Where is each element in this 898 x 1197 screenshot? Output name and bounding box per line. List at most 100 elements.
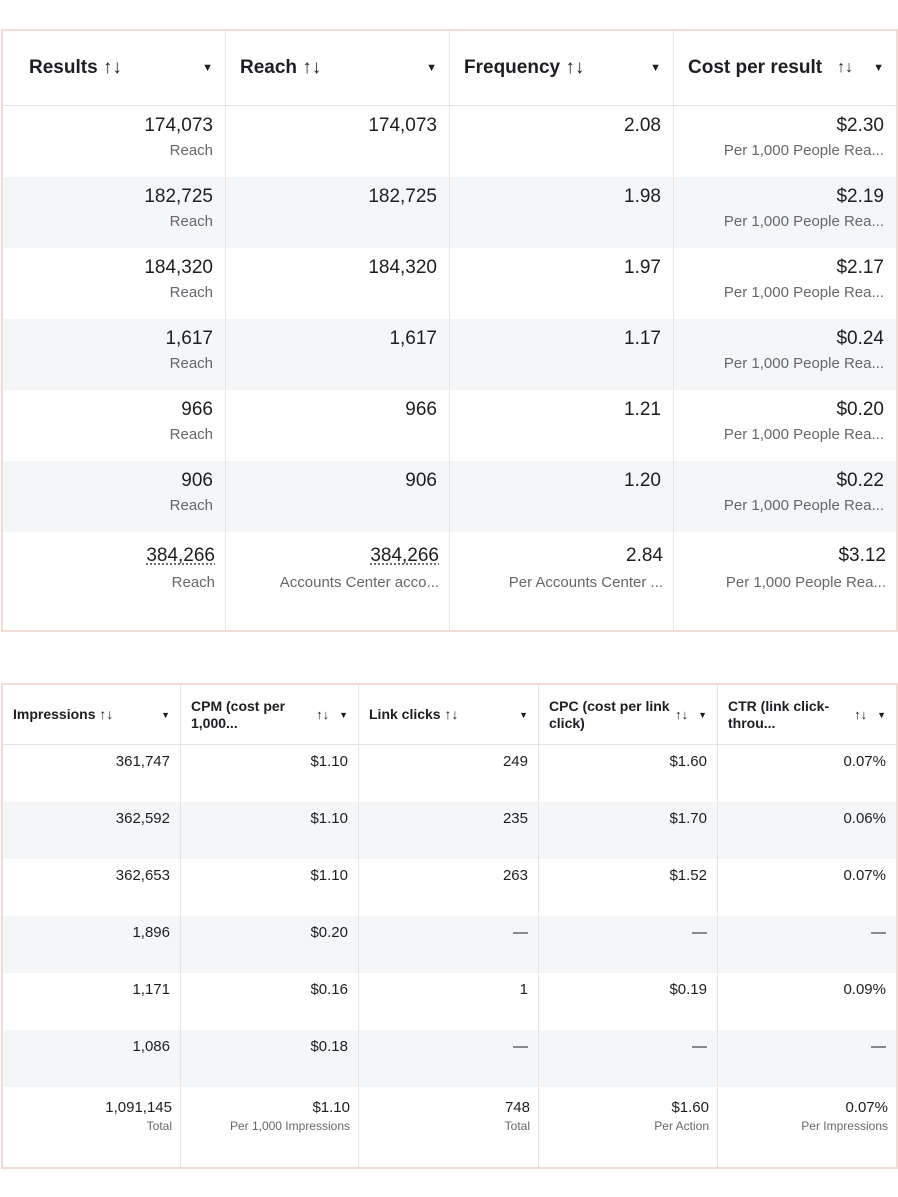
header-cpm[interactable]: CPM (cost per 1,000... ↑↓ ▼ bbox=[181, 685, 358, 745]
table-row: — bbox=[718, 1030, 896, 1087]
cell-value: 362,592 bbox=[115, 810, 170, 827]
cell-value: 362,653 bbox=[115, 867, 170, 884]
header-ctr[interactable]: CTR (link click-throu... ↑↓ ▼ bbox=[718, 685, 896, 745]
total-subtext: Per 1,000 People Rea... bbox=[725, 574, 886, 591]
total-value: 0.07% bbox=[845, 1099, 888, 1116]
header-reach[interactable]: Reach ↑↓ ▼ bbox=[226, 31, 449, 106]
header-cpc[interactable]: CPC (cost per link click) ↑↓ ▼ bbox=[539, 685, 717, 745]
cell-subtext: Reach bbox=[169, 284, 213, 301]
cell-value: 966 bbox=[405, 399, 437, 420]
cell-value: 1,086 bbox=[132, 1038, 170, 1055]
table-row: 1,617 Reach bbox=[3, 319, 225, 390]
table-row: $1.60 bbox=[539, 745, 717, 802]
sort-arrows-icon[interactable]: ↑↓ bbox=[854, 707, 868, 722]
caret-down-icon[interactable]: ▼ bbox=[202, 62, 213, 74]
cell-value: — bbox=[692, 1038, 707, 1055]
cell-value: 263 bbox=[502, 867, 528, 884]
total-subtext: Per Impressions bbox=[801, 1119, 888, 1133]
cell-value: $0.22 bbox=[836, 470, 884, 491]
header-label: Frequency ↑↓ bbox=[464, 57, 585, 78]
table-row: — bbox=[539, 916, 717, 973]
table-row: 1.97 bbox=[450, 248, 673, 319]
total-value: 748 bbox=[504, 1099, 530, 1116]
cell-subtext: Per 1,000 People Rea... bbox=[723, 284, 884, 301]
cell-value: 361,747 bbox=[115, 753, 170, 770]
cell-value: 1,617 bbox=[165, 328, 213, 349]
header-impressions[interactable]: Impressions ↑↓ ▼ bbox=[3, 685, 180, 745]
cell-subtext: Reach bbox=[169, 355, 213, 372]
table-row: — bbox=[359, 916, 538, 973]
caret-down-icon[interactable]: ▼ bbox=[873, 62, 884, 74]
cell-value: 182,725 bbox=[144, 186, 213, 207]
table-row: 1.17 bbox=[450, 319, 673, 390]
total-subtext: Total bbox=[146, 1119, 172, 1133]
caret-down-icon[interactable]: ▼ bbox=[519, 709, 528, 720]
table-row: 1.20 bbox=[450, 461, 673, 532]
table-row: — bbox=[718, 916, 896, 973]
table-row: 174,073 bbox=[226, 106, 449, 177]
cell-subtext: Reach bbox=[169, 497, 213, 514]
table-row: 1,171 bbox=[3, 973, 180, 1030]
table-row: $0.22 Per 1,000 People Rea... bbox=[674, 461, 896, 532]
cell-value: $2.19 bbox=[836, 186, 884, 207]
cell-value: $0.20 bbox=[310, 924, 348, 941]
table-row: $2.19 Per 1,000 People Rea... bbox=[674, 177, 896, 248]
table-row: $2.17 Per 1,000 People Rea... bbox=[674, 248, 896, 319]
header-results[interactable]: Results ↑↓ ▼ bbox=[3, 31, 225, 106]
cell-value: 174,073 bbox=[144, 115, 213, 136]
sort-arrows-icon[interactable]: ↑↓ bbox=[837, 59, 854, 76]
table-row: $0.24 Per 1,000 People Rea... bbox=[674, 319, 896, 390]
cell-value: $1.52 bbox=[669, 867, 707, 884]
cell-value: 0.09% bbox=[843, 981, 886, 998]
header-label: Link clicks ↑↓ bbox=[369, 706, 459, 722]
caret-down-icon[interactable]: ▼ bbox=[877, 709, 886, 720]
total-value: 2.84 bbox=[626, 545, 663, 566]
table-row: $0.19 bbox=[539, 973, 717, 1030]
caret-down-icon[interactable]: ▼ bbox=[426, 62, 437, 74]
caret-down-icon[interactable]: ▼ bbox=[161, 709, 170, 720]
caret-down-icon[interactable]: ▼ bbox=[339, 709, 348, 720]
header-label: CPM (cost per 1,000... bbox=[191, 697, 286, 731]
column-cpm: CPM (cost per 1,000... ↑↓ ▼ $1.10 $1.10 $1.10… bbox=[181, 685, 359, 1167]
header-cost-per-result[interactable]: Cost per result ↑↓ ▼ bbox=[674, 31, 896, 106]
sort-arrows-icon[interactable]: ↑↓ bbox=[316, 707, 330, 722]
table-row: $0.16 bbox=[181, 973, 358, 1030]
table-row: $1.52 bbox=[539, 859, 717, 916]
table-row: 0.06% bbox=[718, 802, 896, 859]
cell-value: 235 bbox=[502, 810, 528, 827]
table-row: — bbox=[359, 1030, 538, 1087]
cell-value: $1.10 bbox=[310, 753, 348, 770]
cell-value: 966 bbox=[181, 399, 213, 420]
column-frequency: Frequency ↑↓ ▼ 2.08 1.98 1.97 1.17 1.21 1.20 2.8… bbox=[450, 31, 674, 630]
cell-value: 1 bbox=[519, 981, 528, 998]
cell-value: $0.18 bbox=[310, 1038, 348, 1055]
header-label: CPC (cost per link click) bbox=[549, 697, 670, 731]
cell-subtext: Per 1,000 People Rea... bbox=[723, 355, 884, 372]
sort-arrows-icon[interactable]: ↑↓ bbox=[675, 707, 689, 722]
column-reach: Reach ↑↓ ▼ 174,073 182,725 184,320 1,617 966 90… bbox=[226, 31, 450, 630]
cell-value: 1,171 bbox=[132, 981, 170, 998]
total-row: 0.07% Per Impressions bbox=[718, 1087, 896, 1167]
header-frequency[interactable]: Frequency ↑↓ ▼ bbox=[450, 31, 673, 106]
total-value[interactable]: 384,266 bbox=[146, 545, 215, 566]
total-value: $3.12 bbox=[838, 545, 886, 566]
cell-value: $0.24 bbox=[836, 328, 884, 349]
cell-value: $0.16 bbox=[310, 981, 348, 998]
caret-down-icon[interactable]: ▼ bbox=[698, 709, 707, 720]
caret-down-icon[interactable]: ▼ bbox=[650, 62, 661, 74]
total-value[interactable]: 384,266 bbox=[370, 545, 439, 566]
column-impressions: Impressions ↑↓ ▼ 361,747 362,592 362,653 1,89… bbox=[3, 685, 181, 1167]
total-subtext: Reach bbox=[171, 574, 215, 591]
total-value: 1,091,145 bbox=[105, 1099, 172, 1116]
table-row: $1.10 bbox=[181, 745, 358, 802]
cell-value: 184,320 bbox=[144, 257, 213, 278]
table-row: $2.30 Per 1,000 People Rea... bbox=[674, 106, 896, 177]
cell-value: $2.30 bbox=[836, 115, 884, 136]
cell-subtext: Per 1,000 People Rea... bbox=[723, 426, 884, 443]
column-results: Results ↑↓ ▼ 174,073 Reach 182,725 Reach 184,3… bbox=[3, 31, 226, 630]
table-row: 1,896 bbox=[3, 916, 180, 973]
column-link-clicks: Link clicks ↑↓ ▼ 249 235 263 — 1 — 748 Total bbox=[359, 685, 539, 1167]
table-row: 361,747 bbox=[3, 745, 180, 802]
cell-subtext: Reach bbox=[169, 426, 213, 443]
header-link-clicks[interactable]: Link clicks ↑↓ ▼ bbox=[359, 685, 538, 745]
